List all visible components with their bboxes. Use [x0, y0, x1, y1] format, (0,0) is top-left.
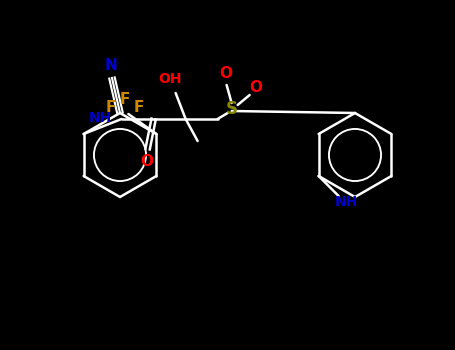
Text: O: O [140, 154, 153, 168]
Text: S: S [226, 100, 238, 118]
Text: O: O [219, 65, 232, 80]
Text: O: O [249, 79, 262, 94]
Text: NH: NH [89, 111, 112, 125]
Text: N: N [105, 57, 117, 72]
Text: F: F [119, 92, 130, 107]
Text: F: F [133, 100, 144, 116]
Text: NH: NH [335, 195, 358, 209]
Text: OH: OH [158, 72, 182, 86]
Text: F: F [105, 100, 116, 116]
